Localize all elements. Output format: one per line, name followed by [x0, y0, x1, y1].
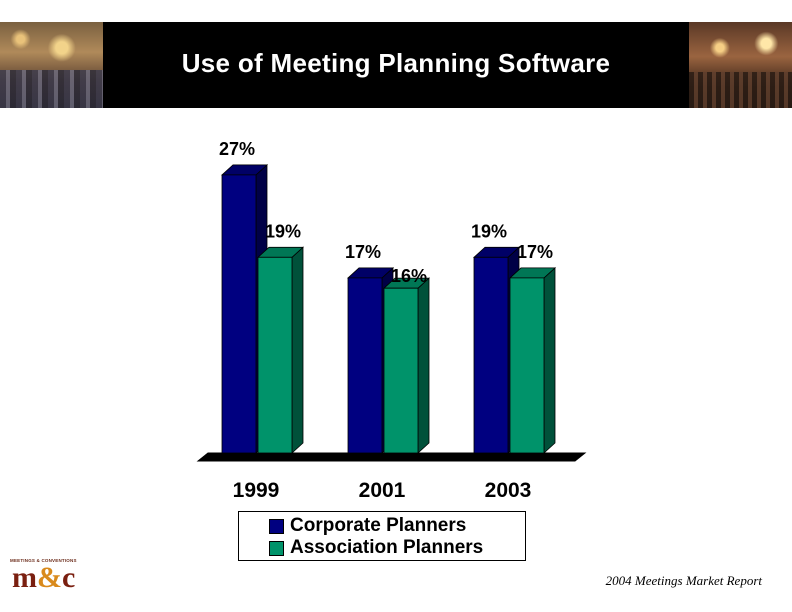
x-tick-label-2001: 2001 [359, 479, 406, 502]
footer-report-name: 2004 Meetings Market Report [605, 573, 762, 588]
slide-title: Use of Meeting Planning Software [181, 48, 611, 78]
legend-swatch-association [269, 540, 284, 556]
legend-item-association: Association Planners [269, 537, 525, 559]
legend-label-association: Association Planners [290, 537, 484, 558]
x-tick-label-1999: 1999 [233, 479, 280, 502]
bar-side-1-1999 [291, 246, 304, 454]
header-band [0, 22, 792, 108]
bar-association-2003 [509, 277, 545, 454]
bar-side-1-2003 [543, 266, 556, 454]
data-label-association-2001: 16% [391, 266, 427, 286]
data-label-corporate-2001: 17% [345, 242, 381, 262]
data-label-corporate-2003: 19% [471, 221, 507, 241]
logo-letter-m: m [12, 561, 37, 594]
legend-swatch-corporate [269, 518, 284, 534]
data-label-association-2003: 17% [517, 242, 553, 262]
bar-corporate-2001 [347, 277, 383, 454]
legend-label-corporate: Corporate Planners [290, 515, 467, 536]
chart-legend: Corporate Planners Association Planners [238, 511, 526, 561]
mc-logo: MEETINGS & CONVENTIONS m&c [10, 558, 100, 598]
logo-ampersand: & [37, 561, 62, 594]
bar-association-2001 [383, 287, 419, 454]
bar-association-1999 [257, 256, 293, 454]
legend-item-corporate: Corporate Planners [269, 515, 525, 537]
bar-corporate-2003 [473, 256, 509, 454]
x-tick-label-2003: 2003 [485, 479, 532, 502]
ballroom-photo-left [0, 22, 103, 108]
data-label-corporate-1999: 27% [219, 139, 255, 159]
chart-floor [196, 452, 587, 462]
logo-letters: m&c [12, 563, 100, 593]
logo-letter-c: c [62, 561, 76, 594]
ballroom-photo-right [689, 22, 792, 108]
bar-corporate-1999 [221, 174, 257, 454]
data-label-association-1999: 19% [265, 221, 301, 241]
bar-side-1-2001 [417, 277, 430, 454]
logo-tagline: MEETINGS & CONVENTIONS [10, 558, 77, 563]
